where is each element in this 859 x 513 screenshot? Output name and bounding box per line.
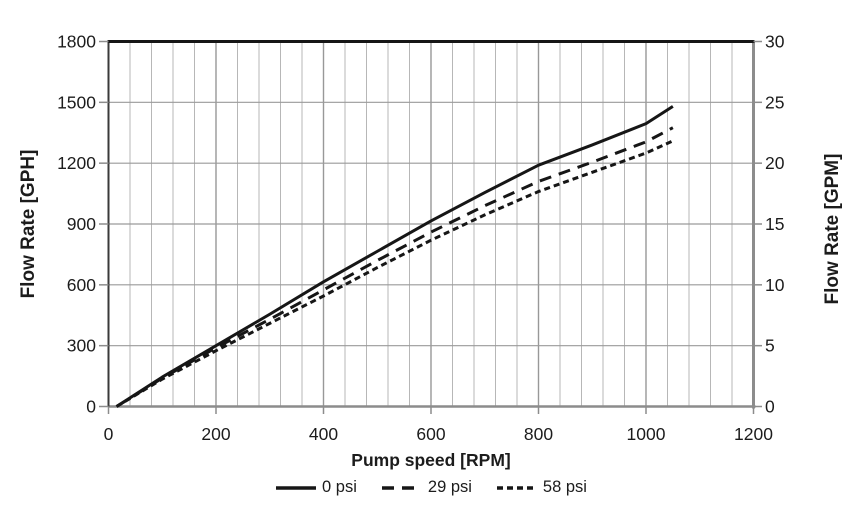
chart-legend: 0 psi 29 psi 58 psi: [108, 478, 754, 497]
legend-label: 29 psi: [427, 478, 472, 496]
legend-line-sample: [276, 485, 317, 490]
right-tick-label: 20: [765, 153, 785, 173]
left-tick-label: 0: [86, 397, 96, 417]
left-tick-label: 600: [67, 275, 96, 295]
series-line-0-psi: [115, 105, 674, 408]
legend-line-sample: [381, 485, 422, 490]
x-axis-title: Pump speed [RPM]: [351, 450, 511, 470]
x-tick-label: 1000: [627, 424, 666, 444]
legend-line-sample: [496, 485, 537, 490]
x-tick-label: 600: [416, 424, 445, 444]
left-tick-label: 900: [67, 214, 96, 234]
right-tick-label: 25: [765, 92, 784, 112]
y-axis-title-right: Flow Rate [GPM]: [822, 153, 843, 305]
left-tick-label: 1500: [57, 92, 96, 112]
y-axis-title-left: Flow Rate [GPH]: [18, 149, 39, 299]
left-tick-label: 1200: [57, 153, 96, 173]
right-tick-label: 15: [765, 214, 784, 234]
x-tick-label: 200: [201, 424, 230, 444]
x-tick-label: 400: [309, 424, 338, 444]
right-tick-label: 10: [765, 275, 785, 295]
right-tick-label: 30: [765, 32, 785, 52]
right-tick-label: 5: [765, 336, 775, 356]
x-tick-label: 800: [524, 424, 553, 444]
x-tick-label: 0: [104, 424, 114, 444]
series-line-29-psi: [115, 126, 674, 408]
right-tick-label: 0: [765, 397, 775, 417]
legend-item-0-psi: 0 psi: [275, 478, 357, 497]
legend-label: 58 psi: [542, 478, 587, 496]
x-tick-label: 1200: [734, 424, 773, 444]
series-line-58-psi: [115, 139, 674, 408]
legend-item-58-psi: 58 psi: [496, 478, 587, 497]
legend-label: 0 psi: [322, 478, 357, 496]
legend-item-29-psi: 29 psi: [381, 478, 472, 497]
left-tick-label: 1800: [57, 32, 96, 52]
left-tick-label: 300: [67, 336, 96, 356]
